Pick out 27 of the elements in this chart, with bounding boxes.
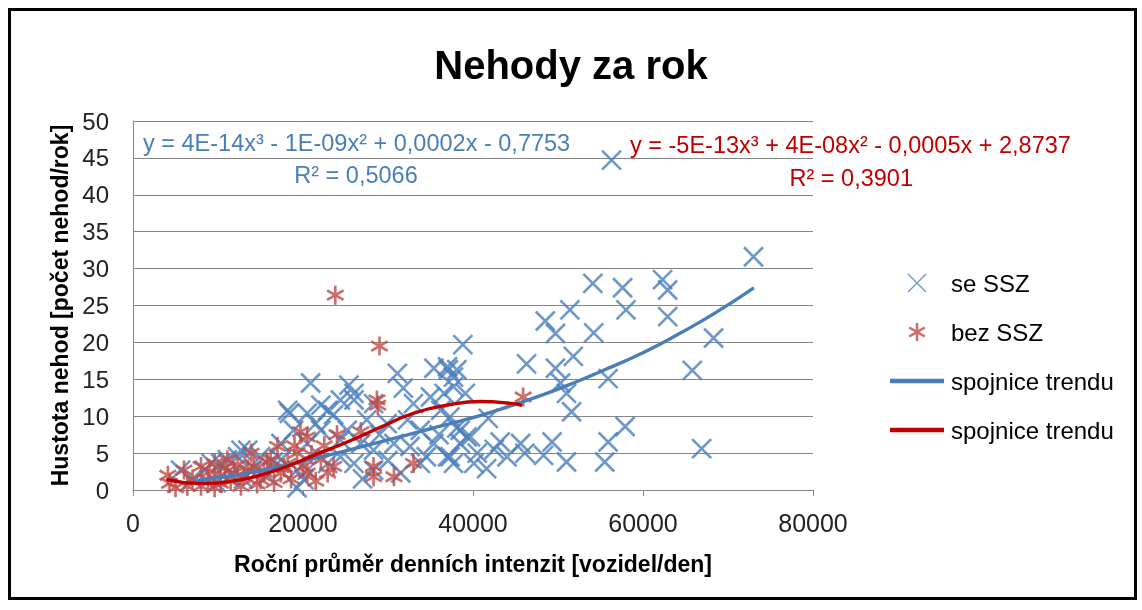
legend-label: se SSZ [951,269,1030,297]
legend-label: spojnice trendu [951,367,1114,395]
y-tick-label: 5 [95,439,109,467]
annotation: y = 4E-14x³ - 1E-09x² + 0,0002x - 0,7753 [143,130,571,156]
x-tick-label: 40000 [438,508,508,537]
y-tick-label: 40 [82,181,109,209]
y-tick-label: 30 [82,255,109,283]
annotation: y = -5E-13x³ + 4E-08x² - 0,0005x + 2,8737 [630,132,1071,158]
legend-label: spojnice trendu [951,416,1114,444]
x-tick-label: 20000 [268,508,338,537]
y-tick-label: 45 [82,144,109,172]
x-axis-title: Roční průměr denních intenzit [vozidel/den] [234,550,712,577]
x-tick-label: 0 [126,508,140,537]
y-tick-label: 25 [82,292,109,319]
annotation: R² = 0,3901 [789,165,913,191]
annotation: R² = 0,5066 [294,162,418,188]
chart-title: Nehody za rok [434,43,709,87]
x-tick-label: 80000 [778,508,848,537]
y-tick-label: 15 [82,365,109,393]
x-tick-label: 60000 [608,508,678,537]
y-tick-label: 20 [82,328,109,356]
y-tick-label: 35 [82,218,109,246]
y-tick-label: 10 [82,402,109,430]
y-axis-title: Hustota nehod [počet nehod/rok] [46,124,73,487]
y-tick-label: 0 [95,476,109,504]
y-tick-label: 50 [82,107,109,135]
legend-label: bez SSZ [951,318,1044,346]
